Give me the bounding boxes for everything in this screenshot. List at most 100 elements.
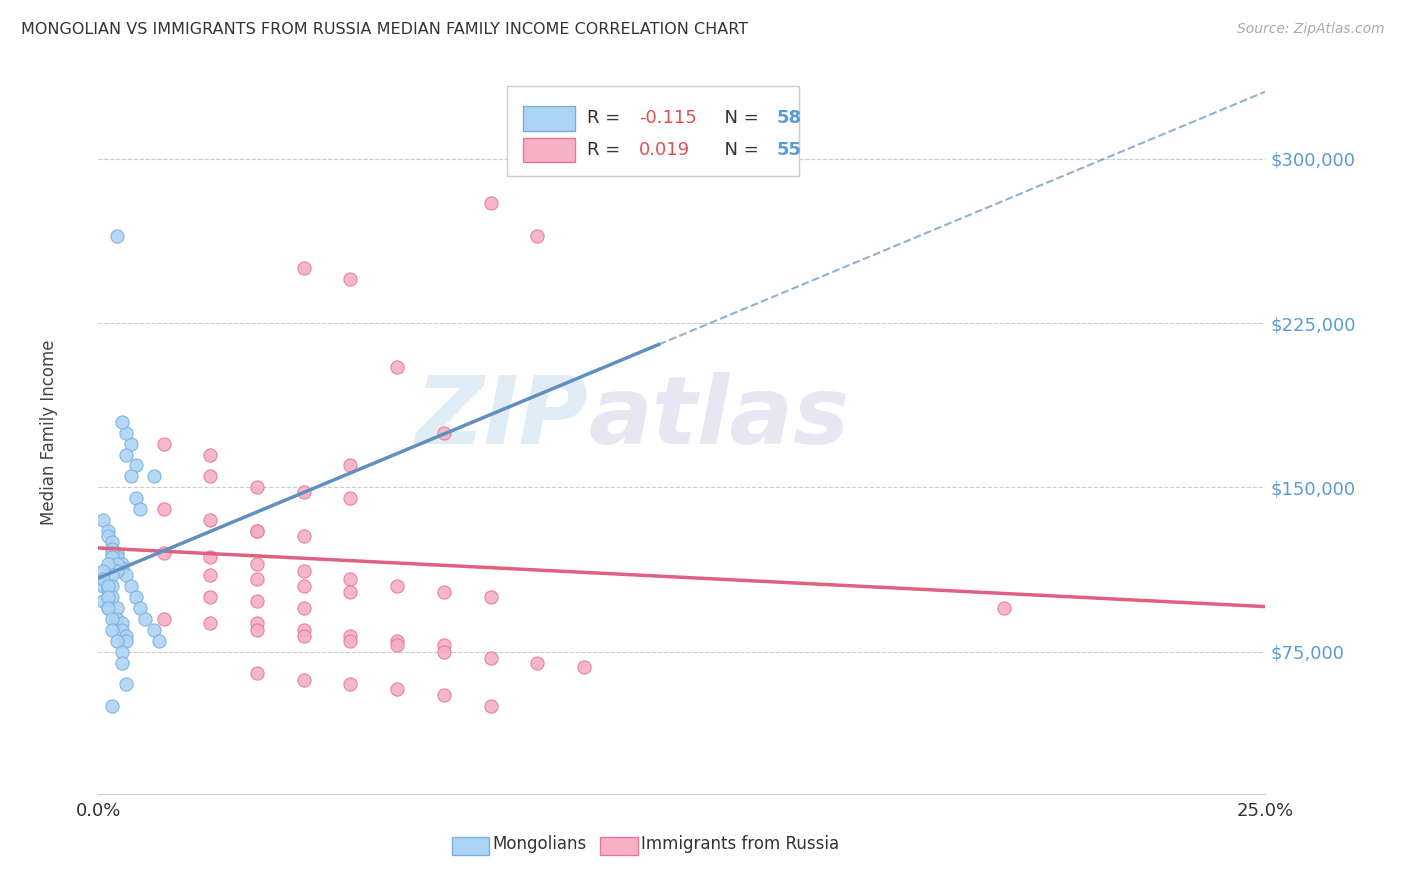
Text: N =: N = xyxy=(713,141,765,159)
Point xyxy=(101,550,124,565)
Point xyxy=(385,681,408,696)
Point xyxy=(433,689,456,703)
Point xyxy=(105,550,128,565)
Point xyxy=(120,436,142,450)
Point xyxy=(120,469,142,483)
Point xyxy=(246,480,269,494)
Text: R =: R = xyxy=(588,141,627,159)
Point xyxy=(105,557,128,571)
Point xyxy=(105,564,128,578)
Point xyxy=(433,585,456,599)
Point xyxy=(572,660,595,674)
Point xyxy=(339,585,361,599)
Point xyxy=(200,590,222,604)
Point xyxy=(115,448,138,462)
Point xyxy=(115,425,138,440)
Point xyxy=(526,656,548,670)
Point xyxy=(479,590,502,604)
Point xyxy=(292,528,315,542)
Point xyxy=(385,359,408,374)
Text: Immigrants from Russia: Immigrants from Russia xyxy=(641,836,839,854)
Point xyxy=(200,469,222,483)
Point xyxy=(200,448,222,462)
Point xyxy=(152,436,174,450)
Point xyxy=(246,623,269,637)
Point xyxy=(246,666,269,681)
Point xyxy=(111,656,134,670)
Text: atlas: atlas xyxy=(589,372,849,464)
Text: Median Family Income: Median Family Income xyxy=(41,340,59,525)
Point xyxy=(105,633,128,648)
FancyBboxPatch shape xyxy=(508,86,799,176)
Text: -0.115: -0.115 xyxy=(638,110,696,128)
Point xyxy=(101,579,124,593)
Point xyxy=(200,550,222,565)
Point xyxy=(385,579,408,593)
Point xyxy=(479,651,502,665)
Point xyxy=(129,502,152,516)
Point xyxy=(105,600,128,615)
Point xyxy=(105,546,128,560)
Point xyxy=(115,633,138,648)
Point xyxy=(97,528,120,542)
FancyBboxPatch shape xyxy=(451,837,489,855)
Point xyxy=(292,600,315,615)
Point xyxy=(125,458,148,473)
Point xyxy=(97,600,120,615)
Point xyxy=(101,546,124,560)
Point xyxy=(129,600,152,615)
Point xyxy=(97,579,120,593)
FancyBboxPatch shape xyxy=(523,138,575,162)
Text: MONGOLIAN VS IMMIGRANTS FROM RUSSIA MEDIAN FAMILY INCOME CORRELATION CHART: MONGOLIAN VS IMMIGRANTS FROM RUSSIA MEDI… xyxy=(21,22,748,37)
Text: 58: 58 xyxy=(776,110,801,128)
Point xyxy=(101,590,124,604)
Point xyxy=(97,590,120,604)
Point xyxy=(97,590,120,604)
Point xyxy=(115,568,138,582)
Point xyxy=(101,568,124,582)
Point xyxy=(200,568,222,582)
Point xyxy=(246,572,269,586)
Point xyxy=(200,616,222,631)
Point xyxy=(101,612,124,626)
Point xyxy=(152,612,174,626)
Point xyxy=(111,644,134,658)
Point xyxy=(200,513,222,527)
Point xyxy=(339,491,361,506)
Point xyxy=(385,638,408,652)
Point xyxy=(91,594,114,608)
Point xyxy=(152,546,174,560)
Point xyxy=(246,524,269,538)
Point xyxy=(292,579,315,593)
Point xyxy=(339,572,361,586)
Point xyxy=(125,590,148,604)
Point xyxy=(292,261,315,276)
Point xyxy=(152,502,174,516)
Point xyxy=(115,677,138,691)
Point xyxy=(91,572,114,586)
Point xyxy=(433,425,456,440)
Point xyxy=(111,561,134,575)
Point xyxy=(111,616,134,631)
Point xyxy=(97,583,120,598)
Point xyxy=(292,629,315,643)
Point xyxy=(385,633,408,648)
Point xyxy=(339,633,361,648)
Point xyxy=(433,638,456,652)
Point xyxy=(246,616,269,631)
Point xyxy=(115,629,138,643)
Point xyxy=(246,524,269,538)
Point xyxy=(143,623,166,637)
Point xyxy=(101,535,124,549)
Point xyxy=(120,579,142,593)
Point xyxy=(101,623,124,637)
Point xyxy=(97,524,120,538)
Text: Source: ZipAtlas.com: Source: ZipAtlas.com xyxy=(1237,22,1385,37)
Point xyxy=(479,195,502,210)
Point xyxy=(105,612,128,626)
Point xyxy=(111,623,134,637)
Point xyxy=(134,612,156,626)
Point xyxy=(339,629,361,643)
Point xyxy=(339,272,361,286)
Point xyxy=(101,699,124,714)
